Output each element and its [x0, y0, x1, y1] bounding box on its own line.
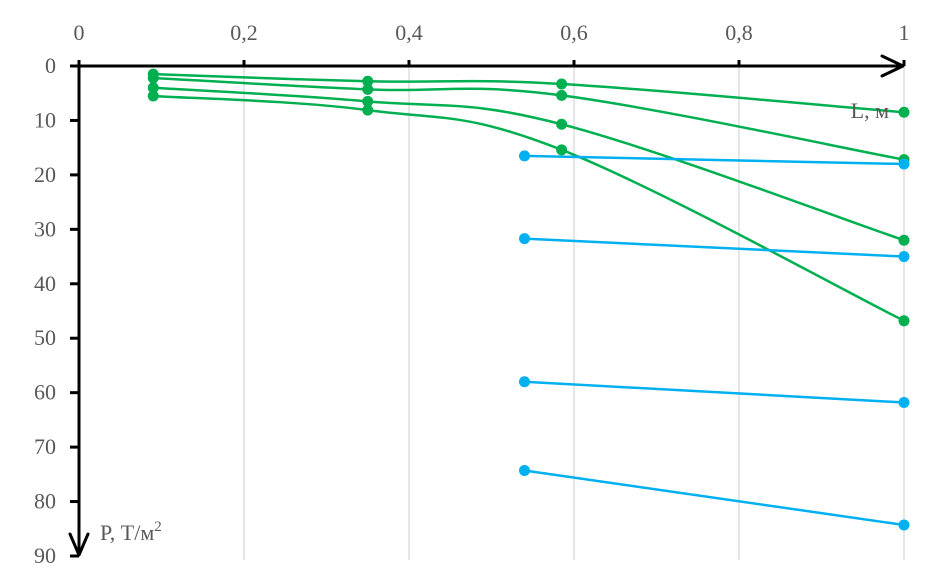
data-point-s0-p2: [556, 78, 568, 90]
data-point-s3-p2: [556, 144, 568, 156]
x-tick-label-2: 0,4: [395, 20, 423, 45]
x-tick-label-4: 0,8: [725, 20, 753, 45]
data-point-s2-p2: [556, 118, 568, 130]
data-point-s3-p1: [362, 104, 374, 116]
series-line-7: [524, 469, 905, 527]
series-line-6: [524, 380, 905, 404]
tick-marks: [70, 60, 906, 558]
data-point-s1-p2: [556, 89, 568, 101]
data-point-s6-p0: [519, 376, 530, 388]
y-axis-title-superscript: 2: [154, 519, 162, 535]
data-point-s2-p3: [898, 234, 910, 246]
y-tick-label-8: 80: [34, 489, 56, 514]
data-point-s1-p0: [147, 72, 159, 84]
x-tick-label-0: 0: [74, 20, 85, 45]
x-axis-title: L, м: [851, 98, 889, 123]
y-tick-label-9: 90: [34, 543, 56, 568]
data-point-s2-p1: [362, 95, 374, 107]
data-point-s5-p0: [519, 233, 530, 245]
data-point-s6-p1: [898, 396, 910, 408]
data-point-s3-p0: [147, 90, 159, 102]
data-point-s7-p1: [898, 519, 910, 531]
series-line-1: [153, 76, 905, 161]
series-line-5: [524, 237, 905, 258]
y-tick-label-4: 40: [34, 271, 56, 296]
series-line-3: [153, 94, 905, 322]
series-lines: [153, 72, 905, 527]
y-tick-label-7: 70: [34, 434, 56, 459]
data-point-s1-p1: [362, 83, 374, 95]
axes: [68, 54, 905, 557]
y-tick-label-3: 30: [34, 216, 56, 241]
y-tick-label-6: 60: [34, 380, 56, 405]
y-axis-title-main: P, Т/м: [100, 520, 154, 545]
data-point-s4-p1: [898, 158, 910, 170]
y-tick-label-1: 10: [34, 107, 56, 132]
series-line-0: [153, 72, 905, 114]
y-axis-title: P, Т/м2: [100, 519, 162, 545]
series-line-2: [153, 86, 905, 242]
data-point-s7-p0: [519, 465, 530, 477]
data-point-s3-p3: [898, 315, 910, 327]
x-tick-label-3: 0,6: [560, 20, 588, 45]
data-points: [147, 68, 910, 531]
x-tick-label-5: 1: [899, 20, 910, 45]
y-tick-label-2: 20: [34, 162, 56, 187]
x-tick-label-1: 0,2: [230, 20, 258, 45]
series-line-4: [524, 154, 905, 166]
data-point-s0-p1: [362, 75, 374, 87]
data-point-s5-p1: [898, 251, 910, 263]
y-tick-label-5: 50: [34, 325, 56, 350]
data-point-s2-p0: [147, 82, 159, 94]
grid-lines: [243, 66, 905, 560]
data-point-s4-p0: [519, 150, 530, 162]
data-point-s0-p3: [898, 106, 910, 118]
y-tick-label-0: 0: [45, 53, 56, 78]
